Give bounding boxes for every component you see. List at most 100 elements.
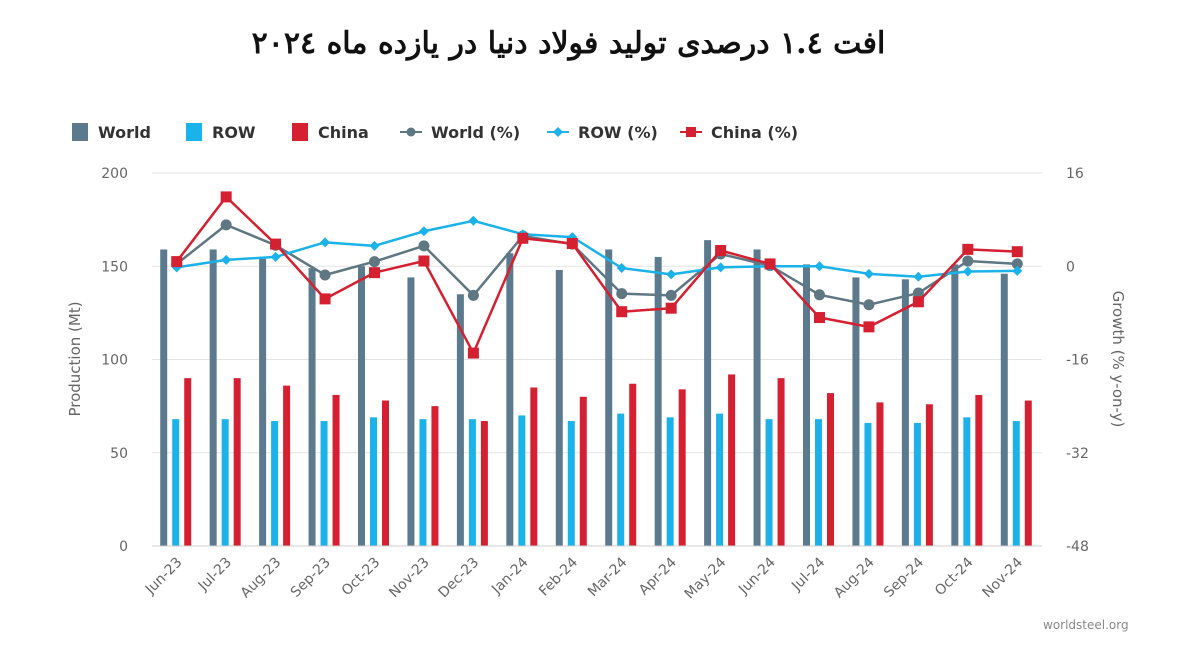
bar-china [777,378,785,546]
x-tick-label: Jun-24 [735,554,779,598]
bar-row [567,421,575,546]
point-row [320,237,331,248]
y2-tick-label: 0 [1066,259,1075,275]
x-tick-label: Jun-23 [142,555,186,599]
point-row [863,268,874,279]
point-china [418,255,430,267]
point-china [171,256,183,268]
line-world [175,223,1018,306]
point-row [814,261,825,272]
point-china [863,321,875,333]
point-row [616,262,627,273]
legend-label: ROW [212,123,256,142]
point-world [467,289,479,301]
y-tick-label: 150 [101,259,128,275]
bars [160,240,1032,546]
point-row [221,254,232,265]
bar-china [1024,400,1032,546]
legend-swatch [186,123,202,141]
point-world [369,256,380,268]
x-tick-label: Sep-23 [288,555,334,601]
bar-row [913,422,921,546]
x-tick-label: Jul-24 [788,554,828,594]
x-tick-label: Aug-23 [238,555,285,602]
bar-china [925,404,933,546]
bar-row [271,421,279,546]
legend-label: World [98,123,151,142]
point-row [468,215,479,226]
bar-world [704,240,712,546]
bar-world [901,279,909,546]
bar-china [233,378,241,546]
point-china [962,243,974,255]
point-china [912,296,924,308]
x-tick-label: Dec-23 [436,555,483,602]
point-china [319,293,331,305]
x-tick-label: Nov-24 [980,554,1027,601]
bar-row [419,419,427,546]
point-china [220,191,232,203]
x-tick-label: Jul-23 [195,555,235,595]
x-tick-label: Mar-24 [585,554,631,600]
bar-china [629,383,637,546]
bar-china [678,389,686,546]
bar-row [666,417,674,546]
point-china [1011,246,1023,258]
legend-marker [686,127,696,137]
bar-row [963,417,971,546]
legend-swatch [292,123,308,141]
point-row [418,226,429,237]
chart-title: افت ۱.٤ درصدی تولید فولاد دنیا در یازده … [251,26,886,61]
y-axis-title: Production (Mt) [66,301,84,416]
bar-world [209,249,217,546]
point-world [220,219,232,231]
x-tick-label: Oct-23 [339,555,384,600]
bar-world [308,268,316,546]
point-world [863,299,875,311]
point-world [319,269,331,281]
point-china [270,238,282,250]
bar-row [617,413,625,546]
y-tick-label: 50 [110,446,128,462]
y-tick-label: 100 [101,353,128,369]
bar-row [320,421,328,546]
bar-china [480,421,488,546]
legend-label: China [318,123,369,142]
legend-label: China (%) [711,123,798,142]
x-tick-label: Sep-24 [881,554,927,600]
line-china [175,195,1018,355]
bar-row [1012,421,1020,546]
point-row [913,271,924,282]
bar-china [728,374,736,546]
source-credit: worldsteel.org [1043,618,1129,632]
point-china [715,245,727,257]
x-tick-label: Jan-24 [488,554,532,598]
point-world [616,288,628,300]
bar-world [506,253,514,546]
bar-china [283,385,291,546]
x-tick-label: Apr-24 [636,554,680,598]
legend: World ROW China World (%) ROW (%) China (%) [72,123,798,142]
point-row [666,269,677,280]
bar-row [765,419,773,546]
bar-world [259,258,267,546]
bar-china [876,402,884,546]
y-tick-label: 0 [119,539,128,555]
bar-china [975,394,983,546]
point-row [1012,265,1023,276]
bar-world [852,277,860,546]
x-tick-label: May-24 [682,554,730,602]
point-china [764,258,776,270]
point-china [814,312,825,324]
point-china [467,347,479,359]
bar-world [654,256,662,546]
bar-china [184,378,192,546]
bar-world [160,249,168,546]
y2-tick-label: -32 [1066,446,1089,462]
x-tick-label: Feb-24 [536,554,581,599]
bar-row [370,417,377,546]
bar-world [951,264,959,546]
point-china [665,302,677,314]
bar-row [468,419,476,546]
point-row [270,251,281,262]
